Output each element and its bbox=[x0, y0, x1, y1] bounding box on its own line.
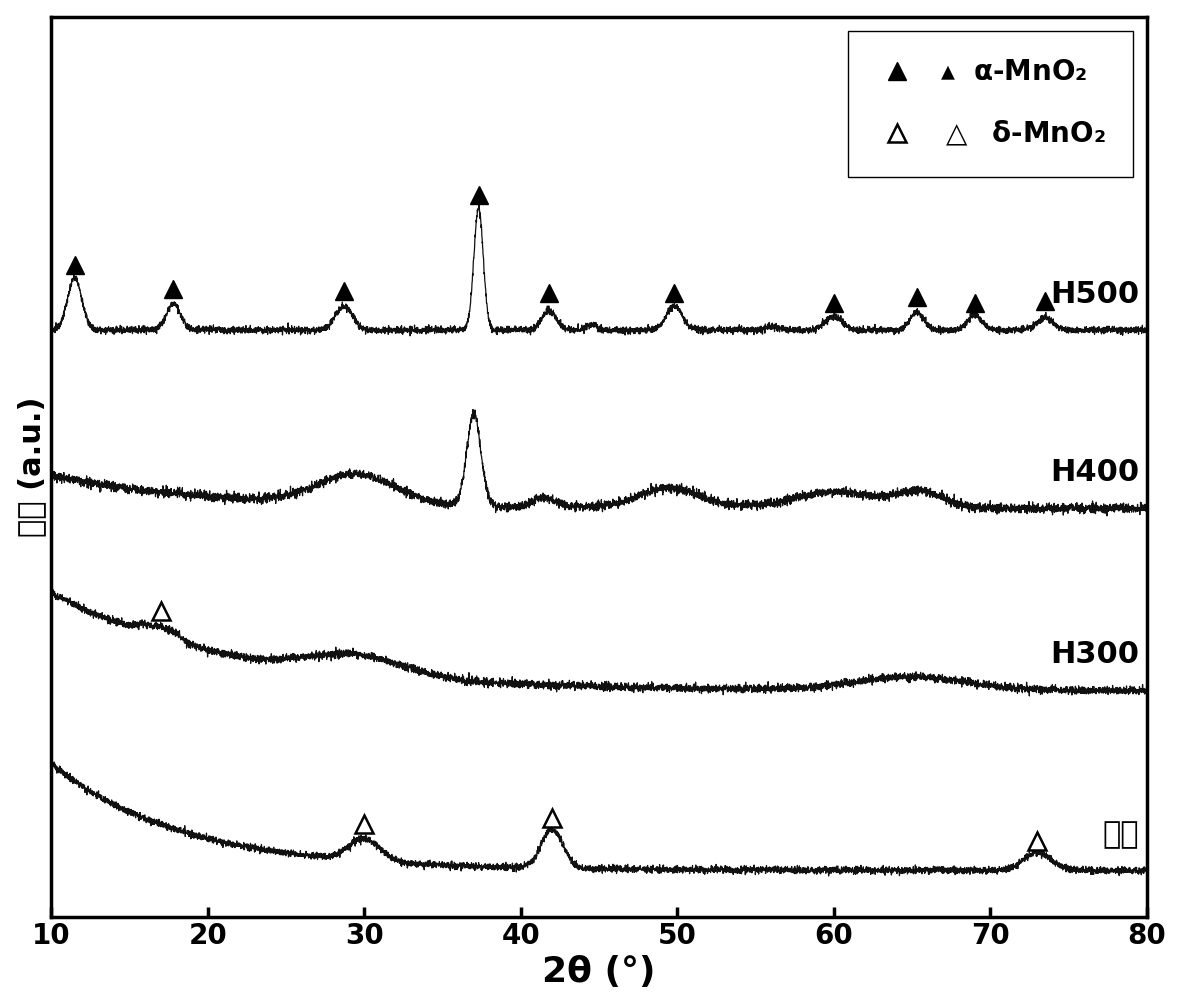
Text: H500: H500 bbox=[1051, 281, 1139, 309]
Text: H400: H400 bbox=[1051, 458, 1139, 487]
Y-axis label: 强度 (a.u.): 强度 (a.u.) bbox=[17, 396, 46, 537]
Legend: $\blacktriangle$  α-MnO₂, $\triangle$  δ-MnO₂: $\blacktriangle$ α-MnO₂, $\triangle$ δ-M… bbox=[848, 30, 1133, 177]
X-axis label: 2θ (°): 2θ (°) bbox=[542, 956, 655, 989]
Text: 前体: 前体 bbox=[1103, 820, 1139, 849]
Text: H300: H300 bbox=[1051, 640, 1139, 669]
